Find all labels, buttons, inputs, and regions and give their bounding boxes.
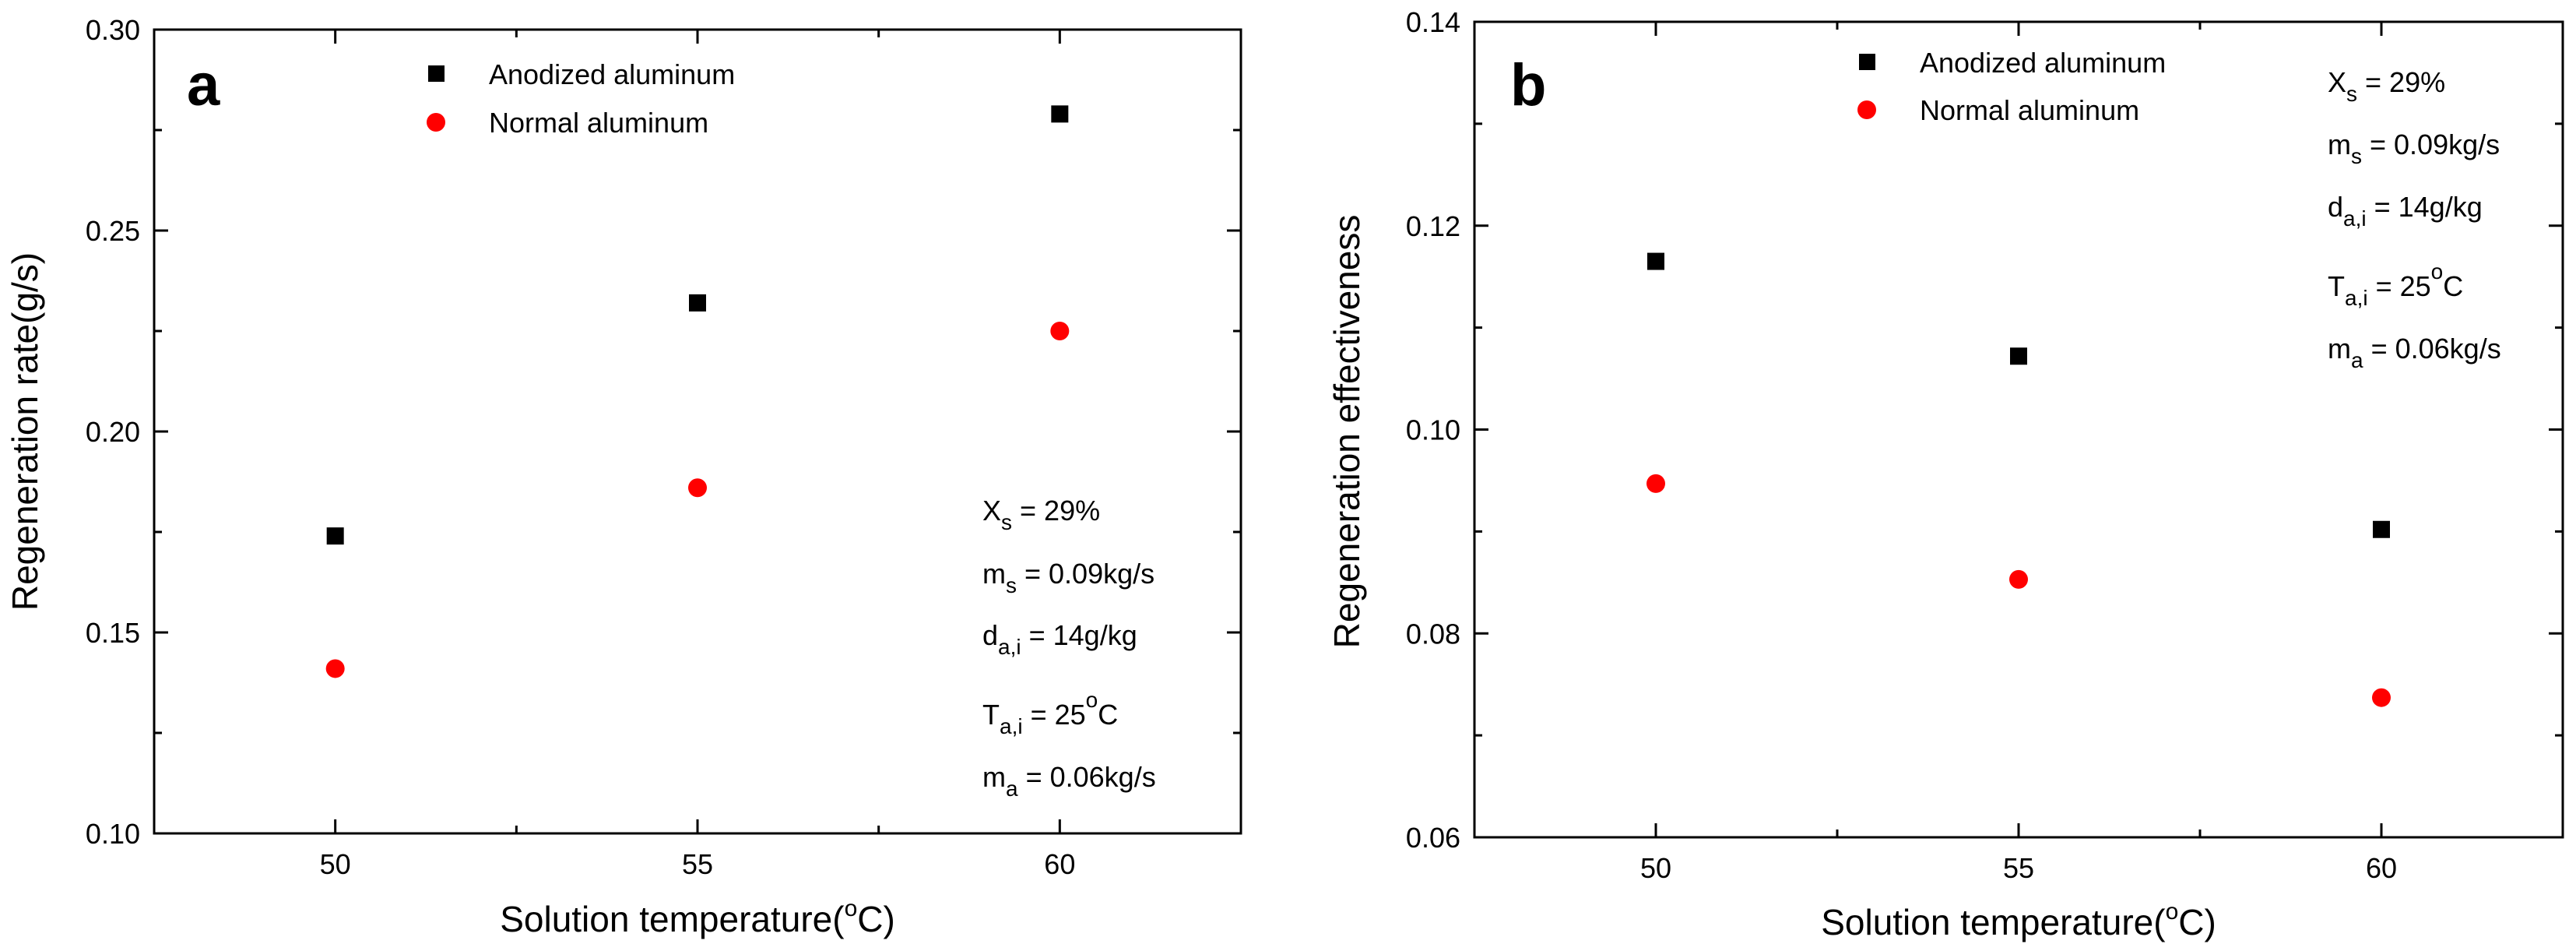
x-axis-title-b: Solution temperature(oC) <box>1821 899 2216 942</box>
x-tick-label: 55 <box>2003 852 2034 884</box>
data-point-normal <box>1050 322 1070 340</box>
anno-dai-b: da,i = 14g/kg <box>2328 191 2483 231</box>
anno-xs-b: Xs = 29% <box>2328 66 2445 106</box>
anno-tai-b: Ta,i = 25oC <box>2328 259 2463 310</box>
x-tick-label: 60 <box>2366 852 2397 884</box>
legend-marker-anodized-b <box>1859 54 1875 70</box>
axis-tick-labels-a: 50 55 60 0.10 0.15 0.20 0.25 0.30 <box>86 14 1075 880</box>
panel-label-a: a <box>187 52 220 118</box>
data-point-anodized <box>2373 520 2390 538</box>
data-point-normal <box>1646 474 1665 493</box>
legend-marker-anodized-a <box>428 65 445 82</box>
data-point-anodized <box>1647 252 1664 270</box>
data-point-normal <box>2372 688 2391 707</box>
data-point-anodized <box>2010 347 2027 365</box>
panel-label-b: b <box>1510 52 1546 118</box>
y-tick-label: 0.20 <box>86 416 140 448</box>
data-point-normal <box>325 659 345 678</box>
y-tick-label: 0.12 <box>1406 210 1460 242</box>
data-point-normal <box>688 478 707 498</box>
data-points-a <box>325 105 1070 678</box>
y-tick-label: 0.30 <box>86 14 140 46</box>
axis-ticks-a <box>153 28 1242 835</box>
y-tick-label: 0.08 <box>1406 618 1460 650</box>
annotation-a: Xs = 29% ms = 0.09kg/s da,i = 14g/kg Ta,… <box>982 495 1156 801</box>
panel-b: b 50 55 60 0.06 0.08 0.10 0.12 0.14 Solution te… <box>1327 6 2564 942</box>
anno-dai-a: da,i = 14g/kg <box>982 619 1137 659</box>
legend-label-anodized-a: Anodized aluminum <box>489 58 735 90</box>
data-point-anodized <box>689 294 706 312</box>
anno-tai-a: Ta,i = 25oC <box>982 688 1118 738</box>
x-tick-label: 50 <box>320 848 351 880</box>
legend-marker-normal-b <box>1857 100 1876 119</box>
y-tick-label: 0.06 <box>1406 822 1460 854</box>
x-tick-label: 50 <box>1640 852 1671 884</box>
anno-ms-a: ms = 0.09kg/s <box>982 558 1154 597</box>
data-point-anodized <box>1051 105 1069 123</box>
data-point-normal <box>2009 569 2028 589</box>
legend-label-anodized-b: Anodized aluminum <box>1920 47 2166 79</box>
y-tick-label: 0.10 <box>86 818 140 850</box>
x-tick-label: 60 <box>1044 848 1075 880</box>
anno-xs-a: Xs = 29% <box>982 495 1100 534</box>
legend-b: Anodized aluminum Normal aluminum <box>1857 47 2166 126</box>
panel-a: a 50 55 60 0.10 0.15 0.20 0.25 0.30 Solution te… <box>5 14 1242 939</box>
anno-ma-a: ma = 0.06kg/s <box>982 761 1156 801</box>
y-tick-label: 0.10 <box>1406 414 1460 446</box>
legend-label-normal-b: Normal aluminum <box>1920 94 2139 126</box>
x-tick-label: 55 <box>682 848 713 880</box>
anno-ma-b: ma = 0.06kg/s <box>2328 333 2501 372</box>
y-tick-label: 0.25 <box>86 215 140 247</box>
legend-label-normal-a: Normal aluminum <box>489 107 708 139</box>
y-tick-label: 0.15 <box>86 617 140 649</box>
legend-marker-normal-a <box>427 113 445 132</box>
data-point-anodized <box>326 527 344 545</box>
annotation-b: Xs = 29% ms = 0.09kg/s da,i = 14g/kg Ta,… <box>2328 66 2501 372</box>
axis-tick-labels-b: 50 55 60 0.06 0.08 0.10 0.12 0.14 <box>1406 6 2397 884</box>
y-tick-label: 0.14 <box>1406 6 1460 38</box>
data-points-b <box>1646 252 2391 707</box>
anno-ms-b: ms = 0.09kg/s <box>2328 129 2500 168</box>
y-axis-title-a: Regeneration rate(g/s) <box>5 252 45 611</box>
legend-a: Anodized aluminum Normal aluminum <box>427 58 735 139</box>
axis-ticks-b <box>1473 20 2564 839</box>
y-axis-title-b: Regeneration effectiveness <box>1327 215 1367 649</box>
x-axis-title-a: Solution temperature(oC) <box>500 896 895 939</box>
